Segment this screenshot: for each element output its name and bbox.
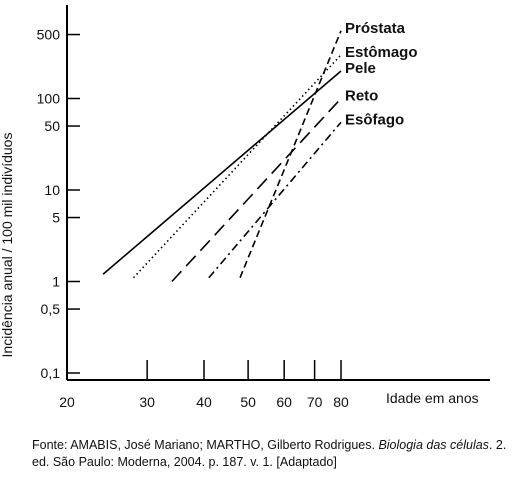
y-tick-label: 50: [44, 118, 60, 134]
y-tick-label: 0,5: [41, 301, 61, 317]
x-tick-label: 80: [333, 394, 349, 410]
y-axis-label: Incidência anual / 100 mil indivíduos: [0, 133, 15, 358]
x-tick-label: 70: [307, 394, 323, 410]
y-tick-label: 5: [52, 210, 60, 226]
x-tick-label: 20: [59, 394, 75, 410]
y-tick-label: 0,1: [41, 365, 61, 381]
source: Fonte: AMABIS, José Mariano; MARTHO, Gil…: [32, 437, 512, 471]
source-text: . 2. ed. São Paulo: Moderna, 2004. p. 18…: [32, 438, 507, 469]
y-tick-label: 1: [52, 274, 60, 290]
y-tick-label: 100: [37, 91, 61, 107]
y-tick-label: 500: [37, 27, 61, 43]
x-tick-label: 50: [240, 394, 256, 410]
series-line: [102, 70, 342, 275]
x-tick-label: 40: [196, 394, 212, 410]
source-title: Biologia das células: [378, 438, 489, 452]
x-axis-label: Idade em anos: [386, 390, 479, 406]
series-label: Pele: [345, 60, 376, 77]
y-tick-label: 10: [44, 182, 60, 198]
source-text: Fonte: AMABIS, José Mariano; MARTHO, Gil…: [32, 438, 379, 452]
series-line: [208, 121, 342, 279]
series-label: Estômago: [345, 44, 418, 61]
x-tick-label: 30: [139, 394, 155, 410]
series-label: Esôfago: [345, 111, 404, 128]
x-tick-label: 60: [276, 394, 292, 410]
chart: Idade em anos Incidência anual / 100 mil…: [0, 5, 490, 410]
series-label: Próstata: [345, 20, 406, 37]
series-line: [171, 97, 342, 283]
series-line: [132, 54, 342, 279]
series-label: Reto: [345, 88, 378, 105]
